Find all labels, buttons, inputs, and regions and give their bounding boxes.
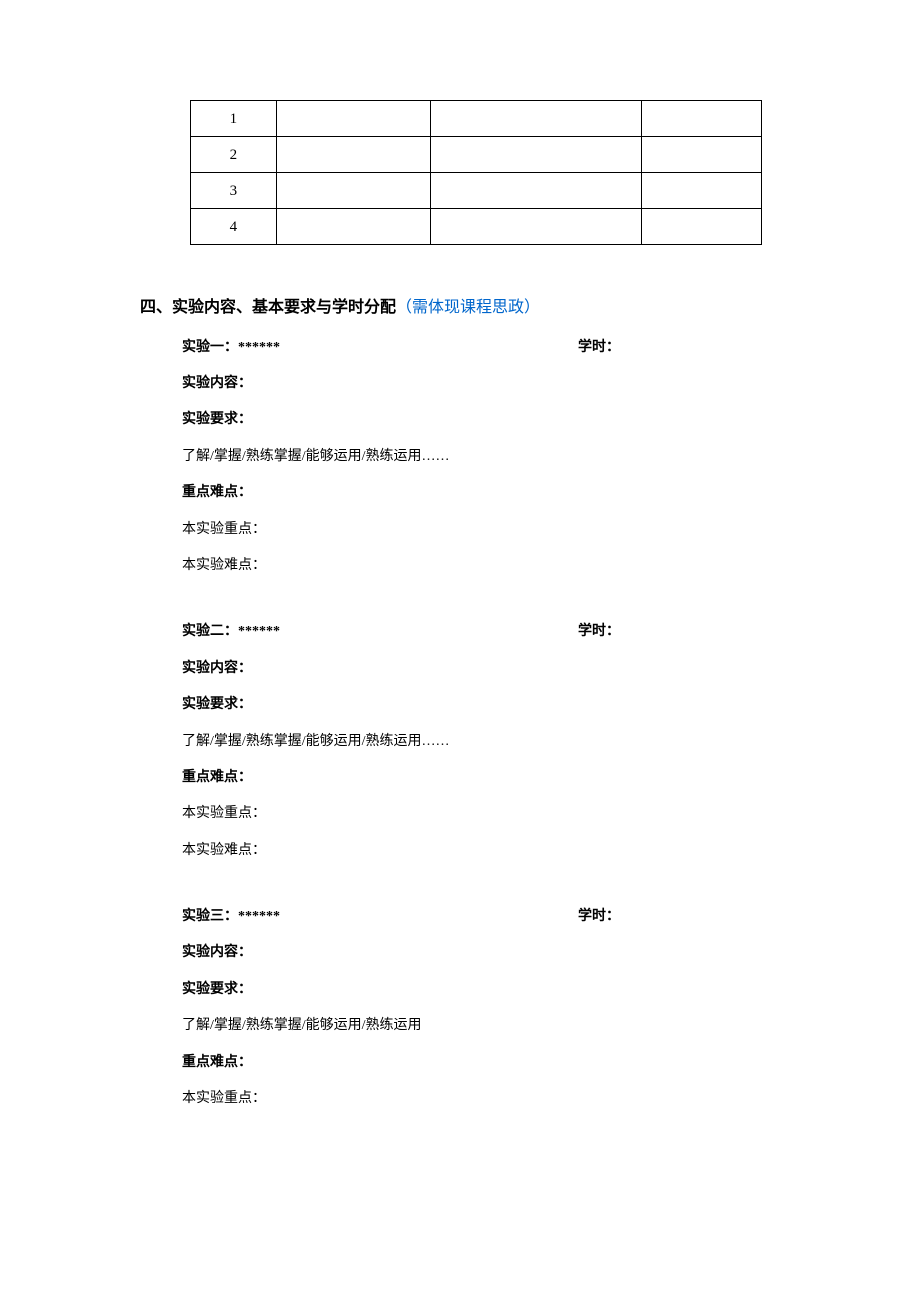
requirement-label: 实验要求： (182, 979, 780, 1001)
experiment-gap (182, 876, 780, 906)
table-cell (642, 209, 762, 245)
keypoint-label: 重点难点： (182, 482, 780, 504)
table-cell: 1 (191, 101, 277, 137)
focus-text: 本实验重点： (182, 1088, 780, 1110)
section-heading: 四、实验内容、基本要求与学时分配（需体现课程思政） (140, 295, 780, 321)
difficulty-text: 本实验难点： (182, 840, 780, 862)
table-cell (642, 173, 762, 209)
experiment-title: 实验三：****** (182, 906, 578, 928)
keypoint-label: 重点难点： (182, 1052, 780, 1074)
experiment-hours-label: 学时： (578, 337, 620, 359)
table-cell (276, 137, 430, 173)
experiment-header: 实验二：****** 学时： (182, 621, 780, 643)
table-cell (642, 137, 762, 173)
experiment-header: 实验三：****** 学时： (182, 906, 780, 928)
keypoint-label: 重点难点： (182, 767, 780, 789)
content-label: 实验内容： (182, 658, 780, 680)
difficulty-text: 本实验难点： (182, 555, 780, 577)
table-cell (276, 209, 430, 245)
requirement-text: 了解/掌握/熟练掌握/能够运用/熟练运用…… (182, 446, 780, 468)
table-row: 2 (191, 137, 762, 173)
requirement-label: 实验要求： (182, 694, 780, 716)
requirement-text: 了解/掌握/熟练掌握/能够运用/熟练运用 (182, 1015, 780, 1037)
content-label: 实验内容： (182, 373, 780, 395)
content-label: 实验内容： (182, 942, 780, 964)
section-title: 实验内容、基本要求与学时分配 (172, 299, 396, 316)
requirement-label: 实验要求： (182, 409, 780, 431)
section-note: （需体现课程思政） (396, 299, 540, 316)
table-cell: 2 (191, 137, 277, 173)
focus-text: 本实验重点： (182, 519, 780, 541)
table-cell (430, 101, 642, 137)
experiment-header: 实验一：****** 学时： (182, 337, 780, 359)
experiment-title: 实验一：****** (182, 337, 578, 359)
table-cell (276, 173, 430, 209)
table-cell: 3 (191, 173, 277, 209)
table-cell (430, 173, 642, 209)
table-cell (430, 137, 642, 173)
section-number: 四、 (140, 299, 172, 316)
table-row: 1 (191, 101, 762, 137)
experiment-gap (182, 591, 780, 621)
requirement-text: 了解/掌握/熟练掌握/能够运用/熟练运用…… (182, 731, 780, 753)
experiment-hours-label: 学时： (578, 621, 620, 643)
table-row: 3 (191, 173, 762, 209)
content-block: 实验一：****** 学时： 实验内容： 实验要求： 了解/掌握/熟练掌握/能够… (182, 337, 780, 1111)
experiment-title: 实验二：****** (182, 621, 578, 643)
numeric-table: 1 2 3 4 (190, 100, 762, 245)
table-cell (642, 101, 762, 137)
focus-text: 本实验重点： (182, 803, 780, 825)
table-row: 4 (191, 209, 762, 245)
table-cell (430, 209, 642, 245)
table-cell: 4 (191, 209, 277, 245)
experiment-hours-label: 学时： (578, 906, 620, 928)
table-cell (276, 101, 430, 137)
